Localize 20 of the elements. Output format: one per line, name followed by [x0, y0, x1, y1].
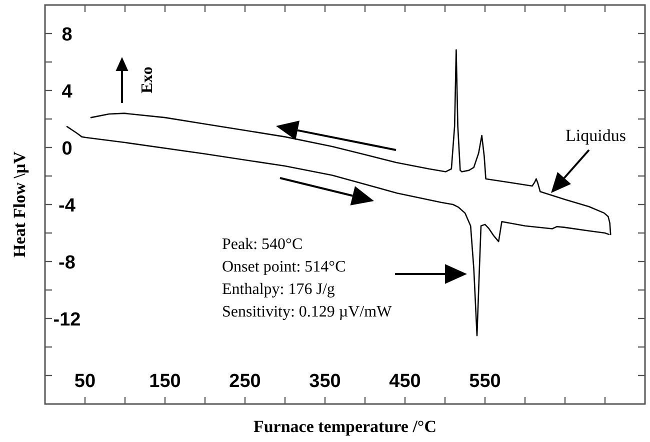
annotation: Peak: 540°C	[222, 236, 303, 253]
y-tick-label: 0	[62, 138, 72, 160]
y-tick-label: -8	[58, 252, 76, 274]
x-axis-title: Furnace temperature /°C	[253, 417, 437, 436]
y-tick-label: 4	[62, 81, 73, 102]
y-tick-label: 8	[62, 24, 72, 46]
y-tick-label: -12	[53, 309, 81, 330]
annotation: Exo	[139, 66, 156, 94]
y-axis-title: Heat Flow \µV	[10, 150, 29, 258]
y-tick-label: -4	[58, 195, 76, 216]
x-tick-label: 50	[74, 371, 96, 392]
x-tick-label: 450	[389, 371, 421, 392]
annotation: Enthalpy: 176 J/g	[222, 281, 335, 298]
annotation: Onset point: 514°C	[222, 258, 346, 276]
annotation: Sensitivity: 0.129 µV/mW	[222, 304, 393, 320]
annotation: Liquidus	[566, 126, 626, 145]
x-tick-label: 250	[229, 371, 261, 392]
x-tick-label: 350	[309, 371, 341, 392]
x-tick-label: 150	[149, 371, 181, 392]
x-tick-label: 550	[469, 371, 501, 392]
